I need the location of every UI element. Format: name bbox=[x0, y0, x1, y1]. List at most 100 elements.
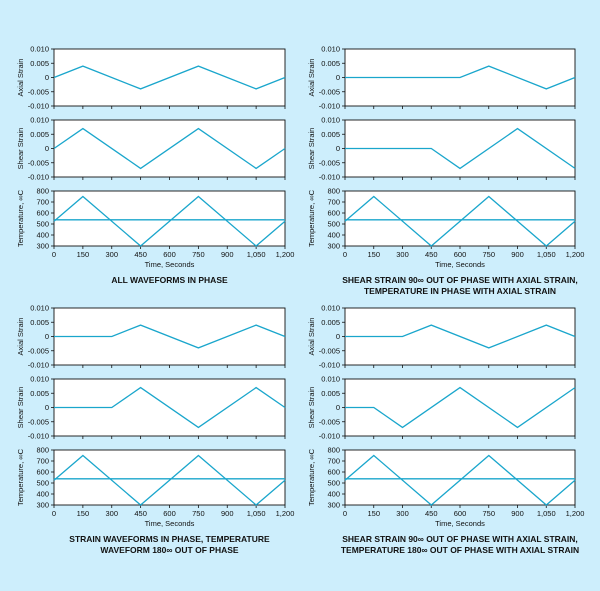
y-tick-label: 0.005 bbox=[30, 59, 49, 68]
x-tick-label: 1,050 bbox=[247, 509, 266, 518]
y-tick-label: -0.005 bbox=[319, 417, 340, 426]
x-tick-label: 900 bbox=[511, 509, 524, 518]
y-tick-label: 0 bbox=[336, 144, 340, 153]
x-tick-label: 1,050 bbox=[537, 250, 556, 259]
x-tick-label: 300 bbox=[105, 250, 118, 259]
y-tick-label: 0 bbox=[336, 403, 340, 412]
series-line bbox=[53, 195, 286, 247]
y-tick-label: -0.010 bbox=[319, 102, 340, 111]
x-tick-label: 300 bbox=[105, 509, 118, 518]
x-tick-label: 0 bbox=[52, 509, 56, 518]
y-axis-label: Axial Strain bbox=[307, 59, 316, 97]
subplot-temperature-c: 800 700 600 500 400 300 Temperature, ∞C bbox=[16, 187, 286, 251]
y-tick-label: 300 bbox=[327, 242, 340, 251]
subplot-temperature-c: 800 700 600 500 400 300 Temperature, ∞C bbox=[307, 446, 576, 510]
y-tick-label: -0.010 bbox=[319, 173, 340, 182]
x-tick-label: 600 bbox=[163, 509, 176, 518]
y-tick-label: 600 bbox=[36, 209, 49, 218]
series-line bbox=[345, 65, 576, 90]
series-line bbox=[53, 127, 286, 170]
y-tick-label: 0.010 bbox=[321, 45, 340, 54]
x-tick-label: 600 bbox=[454, 509, 467, 518]
y-tick-label: 400 bbox=[36, 231, 49, 240]
y-tick-label: 500 bbox=[327, 479, 340, 488]
y-tick-label: 0 bbox=[336, 73, 340, 82]
y-tick-label: 0.005 bbox=[30, 130, 49, 139]
x-tick-label: 1,200 bbox=[276, 509, 295, 518]
x-tick-label: 300 bbox=[396, 509, 409, 518]
y-axis-label: Axial Strain bbox=[307, 318, 316, 356]
y-axis-label: Axial Strain bbox=[16, 59, 25, 97]
y-tick-label: 400 bbox=[327, 231, 340, 240]
y-axis-label: Shear Strain bbox=[16, 128, 25, 170]
y-tick-label: 300 bbox=[36, 242, 49, 251]
chart-caption: WAVEFORM 180∞ OUT OF PHASE bbox=[100, 545, 238, 555]
x-tick-label: 450 bbox=[425, 509, 438, 518]
y-tick-label: 0 bbox=[45, 73, 49, 82]
y-tick-label: 0.005 bbox=[321, 318, 340, 327]
y-tick-label: 300 bbox=[327, 501, 340, 510]
y-tick-label: 800 bbox=[327, 187, 340, 196]
y-tick-label: 0.010 bbox=[321, 116, 340, 125]
y-axis-label: Shear Strain bbox=[16, 387, 25, 429]
y-tick-label: 400 bbox=[36, 490, 49, 499]
x-tick-label: 900 bbox=[221, 250, 234, 259]
series-line bbox=[54, 386, 286, 429]
y-tick-label: -0.010 bbox=[319, 432, 340, 441]
y-tick-label: 0.005 bbox=[30, 318, 49, 327]
y-tick-label: -0.010 bbox=[28, 361, 49, 370]
x-tick-label: 600 bbox=[454, 250, 467, 259]
series-line bbox=[54, 324, 286, 349]
x-tick-label: 1,200 bbox=[566, 509, 585, 518]
y-axis-label: Axial Strain bbox=[16, 318, 25, 356]
y-tick-label: 700 bbox=[36, 198, 49, 207]
chart-caption: SHEAR STRAIN 90∞ OUT OF PHASE WITH AXIAL… bbox=[342, 534, 578, 544]
y-tick-label: 0.005 bbox=[321, 389, 340, 398]
subplot-temperature-c: 800 700 600 500 400 300 Temperature, ∞C bbox=[307, 187, 576, 251]
y-tick-label: -0.005 bbox=[319, 158, 340, 167]
y-tick-label: 0.005 bbox=[321, 59, 340, 68]
x-tick-label: 300 bbox=[396, 250, 409, 259]
plot-area bbox=[53, 449, 286, 506]
x-axis-label: Time, Seconds bbox=[145, 260, 195, 269]
y-tick-label: -0.005 bbox=[319, 346, 340, 355]
y-axis-label: Temperature, ∞C bbox=[16, 448, 25, 506]
y-tick-label: -0.005 bbox=[28, 87, 49, 96]
chart-caption: TEMPERATURE IN PHASE WITH AXIAL STRAIN bbox=[364, 286, 556, 296]
y-tick-label: -0.005 bbox=[28, 346, 49, 355]
y-tick-label: 500 bbox=[327, 220, 340, 229]
x-tick-label: 750 bbox=[482, 509, 495, 518]
subplot-temperature-c: 800 700 600 500 400 300 Temperature, ∞C bbox=[16, 446, 286, 510]
x-tick-label: 150 bbox=[367, 250, 380, 259]
x-axis-label: Time, Seconds bbox=[435, 260, 485, 269]
y-tick-label: 0.005 bbox=[30, 389, 49, 398]
y-tick-label: 500 bbox=[36, 220, 49, 229]
y-tick-label: 0 bbox=[45, 403, 49, 412]
series-line bbox=[344, 195, 576, 247]
y-tick-label: -0.010 bbox=[319, 361, 340, 370]
y-tick-label: 0.010 bbox=[321, 375, 340, 384]
series-line bbox=[344, 454, 576, 506]
plot-area bbox=[344, 378, 576, 437]
y-tick-label: 0.010 bbox=[30, 375, 49, 384]
x-tick-label: 0 bbox=[343, 250, 347, 259]
chart-caption: TEMPERATURE 180∞ OUT OF PHASE WITH AXIAL… bbox=[341, 545, 579, 555]
y-axis-label: Temperature, ∞C bbox=[307, 189, 316, 247]
y-tick-label: 0.010 bbox=[30, 45, 49, 54]
x-tick-label: 150 bbox=[367, 509, 380, 518]
y-tick-label: -0.005 bbox=[319, 87, 340, 96]
x-tick-label: 150 bbox=[77, 509, 90, 518]
y-axis-label: Temperature, ∞C bbox=[307, 448, 316, 506]
y-tick-label: 0 bbox=[45, 144, 49, 153]
y-tick-label: -0.010 bbox=[28, 432, 49, 441]
x-tick-label: 900 bbox=[221, 509, 234, 518]
y-tick-label: 0.010 bbox=[30, 116, 49, 125]
series-line bbox=[345, 324, 576, 349]
x-tick-label: 1,050 bbox=[537, 509, 556, 518]
